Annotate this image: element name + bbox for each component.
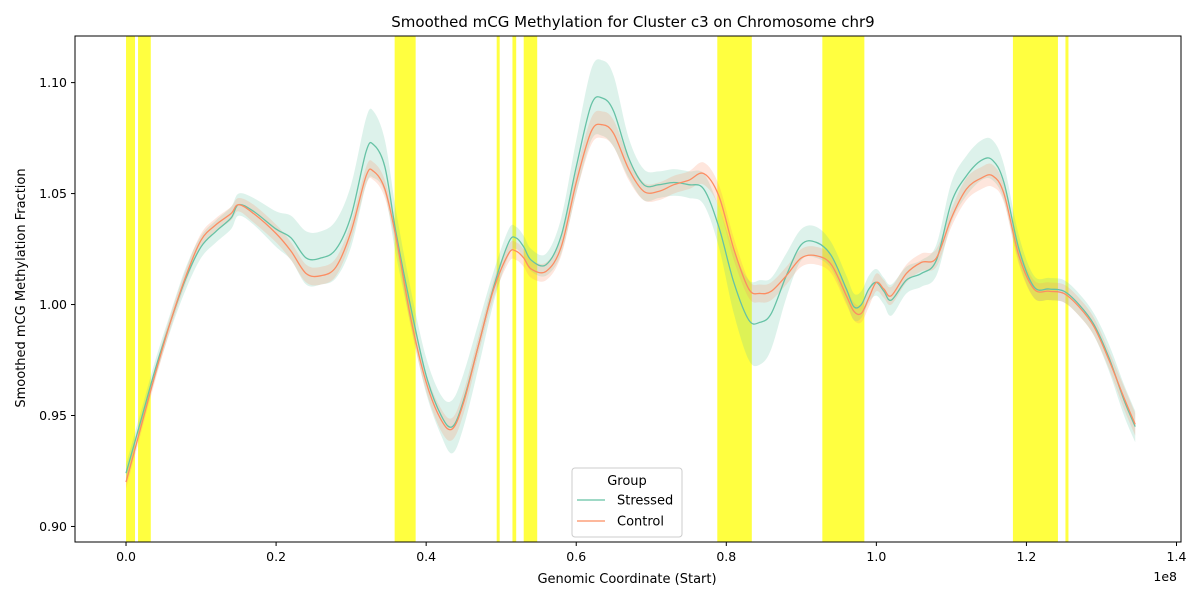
- highlight-region-9: [1065, 36, 1069, 542]
- x-tick-label: 1.2: [1016, 549, 1036, 564]
- band-control: [126, 110, 1136, 489]
- legend: Group Stressed Control: [571, 467, 683, 538]
- legend-title: Group: [607, 474, 647, 489]
- line-control: [125, 123, 1136, 483]
- legend-label-stressed: Stressed: [617, 494, 673, 509]
- legend-label-control: Control: [617, 515, 664, 530]
- highlight-region-3: [496, 36, 500, 542]
- y-axis-label: Smoothed mCG Methylation Fraction: [14, 168, 29, 407]
- series-lines: [125, 96, 1136, 483]
- chart-title: Smoothed mCG Methylation for Cluster c3 …: [391, 13, 874, 31]
- plot-frame: [74, 35, 1182, 543]
- highlight-region-0: [126, 36, 136, 542]
- x-axis-offset-label: 1e8: [1153, 569, 1177, 584]
- legend-box: [571, 467, 683, 538]
- y-tick-label: 0.90: [39, 519, 67, 534]
- highlight-region-6: [717, 36, 752, 542]
- x-tick-label: 0.6: [566, 549, 586, 564]
- x-tick-label: 0.8: [716, 549, 736, 564]
- x-axis-label: Genomic Coordinate (Start): [537, 572, 716, 587]
- x-tick-label: 0.4: [416, 549, 436, 564]
- highlight-region-1: [138, 36, 151, 542]
- x-axis: 0.0 0.2 0.4 0.6 0.8 1.0 1.2 1.4: [116, 542, 1186, 564]
- x-tick-label: 0.0: [116, 549, 136, 564]
- y-tick-label: 0.95: [39, 408, 67, 423]
- y-tick-label: 1.10: [39, 75, 67, 90]
- confidence-bands: [126, 59, 1136, 489]
- y-axis: 0.90 0.95 1.00 1.05 1.10: [39, 75, 75, 534]
- y-tick-label: 1.00: [39, 297, 67, 312]
- highlight-region-4: [512, 36, 517, 542]
- x-tick-label: 0.2: [266, 549, 286, 564]
- y-tick-label: 1.05: [39, 186, 67, 201]
- highlight-region-5: [523, 36, 538, 542]
- band-stressed: [126, 59, 1136, 483]
- x-tick-label: 1.0: [866, 549, 886, 564]
- line-stressed: [125, 96, 1136, 474]
- x-tick-label: 1.4: [1167, 549, 1187, 564]
